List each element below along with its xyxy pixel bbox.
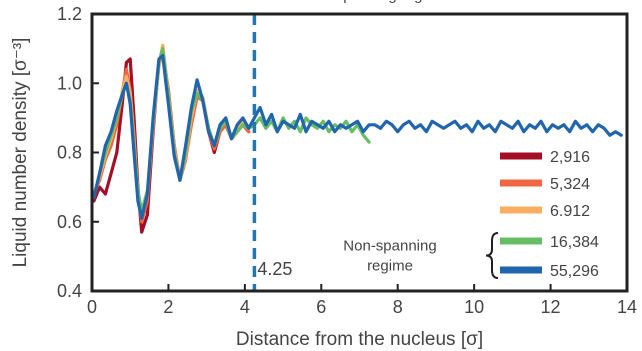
group-label: regime	[367, 258, 413, 275]
series-layer	[92, 43, 623, 234]
x-tick-label: 8	[393, 297, 403, 317]
x-tick-label: 14	[617, 297, 637, 317]
x-tick-label: 10	[464, 297, 484, 317]
legend: 2,916 5,324 6.912 16,384 55,296 Spanning regi…	[333, 0, 620, 284]
legend-label: 2,916	[550, 149, 590, 166]
legend-label: 5,324	[550, 176, 590, 193]
x-axis-label: Distance from the nucleus [σ]	[236, 329, 483, 350]
group-brace	[485, 232, 499, 279]
legend-label: 16,384	[550, 234, 599, 251]
group-label: Spanning regime	[333, 0, 446, 4]
y-tick-label: 0.8	[57, 143, 82, 163]
legend-label: 6.912	[550, 203, 590, 220]
x-tick-label: 6	[316, 297, 326, 317]
legend-label: 55,296	[550, 263, 599, 280]
annotation-label: 4.25	[257, 259, 292, 279]
x-tick-label: 4	[240, 297, 250, 317]
y-tick-label: 0.6	[57, 212, 82, 232]
x-tick-label: 0	[87, 297, 97, 317]
y-axis-label: Liquid number density [σ⁻³]	[10, 38, 31, 268]
x-tick-label: 2	[163, 297, 173, 317]
ticks-layer: 0 2 4 6 8 10 12 14 0.4 0.6 0.8 1.0 1.2	[57, 4, 637, 317]
y-tick-label: 1.2	[57, 4, 82, 24]
y-tick-label: 1.0	[57, 73, 82, 93]
series-line-4	[92, 53, 623, 220]
x-tick-label: 12	[541, 297, 561, 317]
group-label: Non-spanning	[343, 238, 436, 255]
y-tick-label: 0.4	[57, 281, 82, 301]
